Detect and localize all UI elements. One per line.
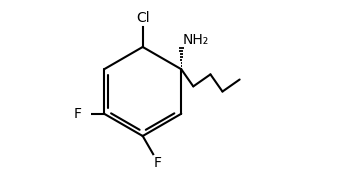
Text: F: F bbox=[154, 156, 162, 170]
Text: F: F bbox=[74, 107, 81, 121]
Text: Cl: Cl bbox=[136, 11, 150, 25]
Text: NH₂: NH₂ bbox=[182, 33, 208, 46]
